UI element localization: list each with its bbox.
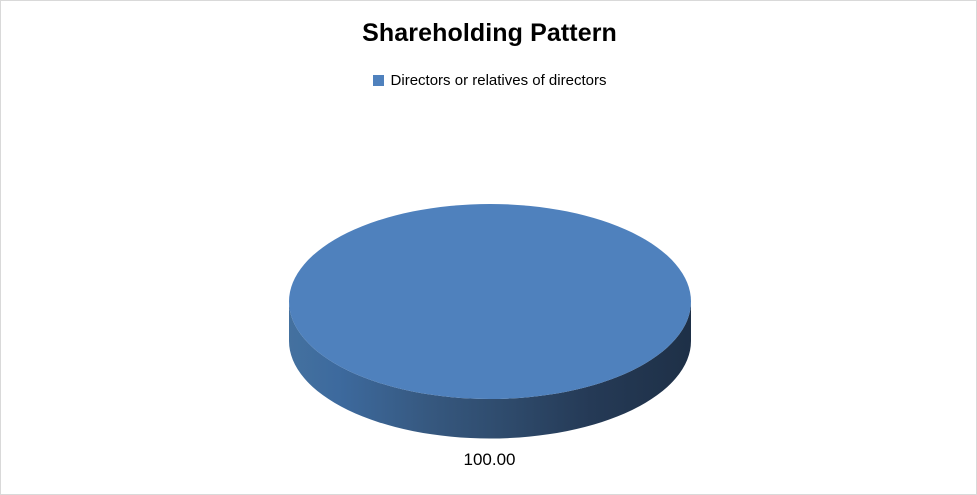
legend-item-label: Directors or relatives of directors (390, 72, 607, 89)
chart-title: Shareholding Pattern (362, 19, 617, 47)
pie-slice-directors-or-relatives-of-directors[interactable] (289, 204, 691, 439)
pie-slice-top-face (289, 204, 691, 399)
legend-item-directors-or-relatives-of-directors[interactable]: Directors or relatives of directors (372, 72, 607, 89)
pie-data-label: 100.00 (463, 450, 516, 469)
pie-slice-depth (289, 301, 691, 439)
pie-graphic (289, 204, 691, 439)
legend-swatch-icon (372, 75, 384, 86)
chart-legend: Directors or relatives of directors (1, 72, 976, 89)
